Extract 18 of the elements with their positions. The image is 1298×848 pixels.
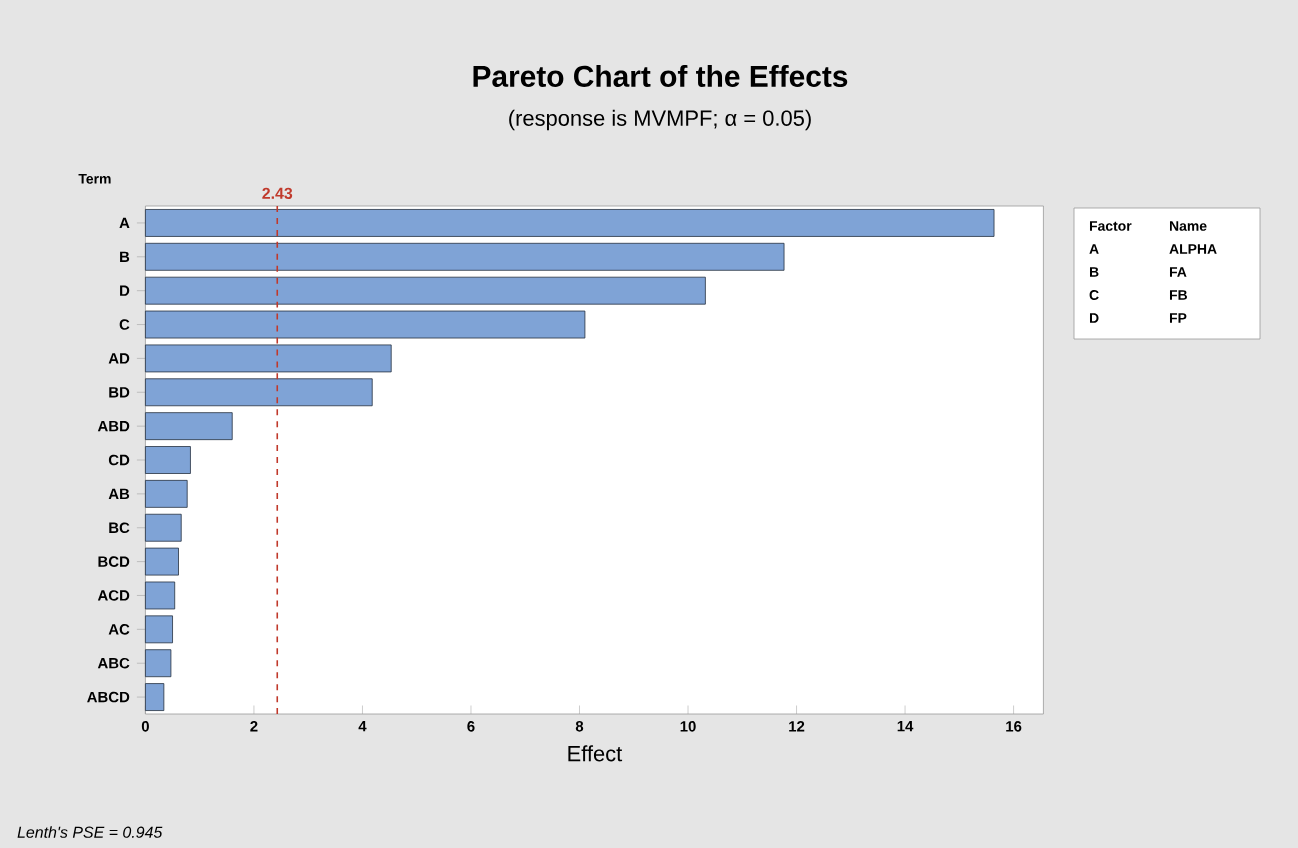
bar <box>145 209 995 237</box>
bar <box>145 649 172 678</box>
bar <box>145 276 706 305</box>
x-axis-title: Effect <box>568 745 623 762</box>
bar <box>145 479 188 508</box>
bar <box>145 378 373 407</box>
chart-subtitle: (response is MVMPF; α = 0.05) <box>509 109 811 131</box>
bar <box>145 547 179 576</box>
bar <box>145 615 173 644</box>
bar <box>145 513 182 542</box>
bar <box>145 310 586 339</box>
bar <box>145 344 392 373</box>
bar <box>145 683 165 711</box>
bar <box>145 412 233 441</box>
chart-title: Pareto Chart of the Effects <box>473 65 848 87</box>
bar <box>145 242 785 271</box>
bar <box>145 446 191 474</box>
bar <box>145 581 176 610</box>
